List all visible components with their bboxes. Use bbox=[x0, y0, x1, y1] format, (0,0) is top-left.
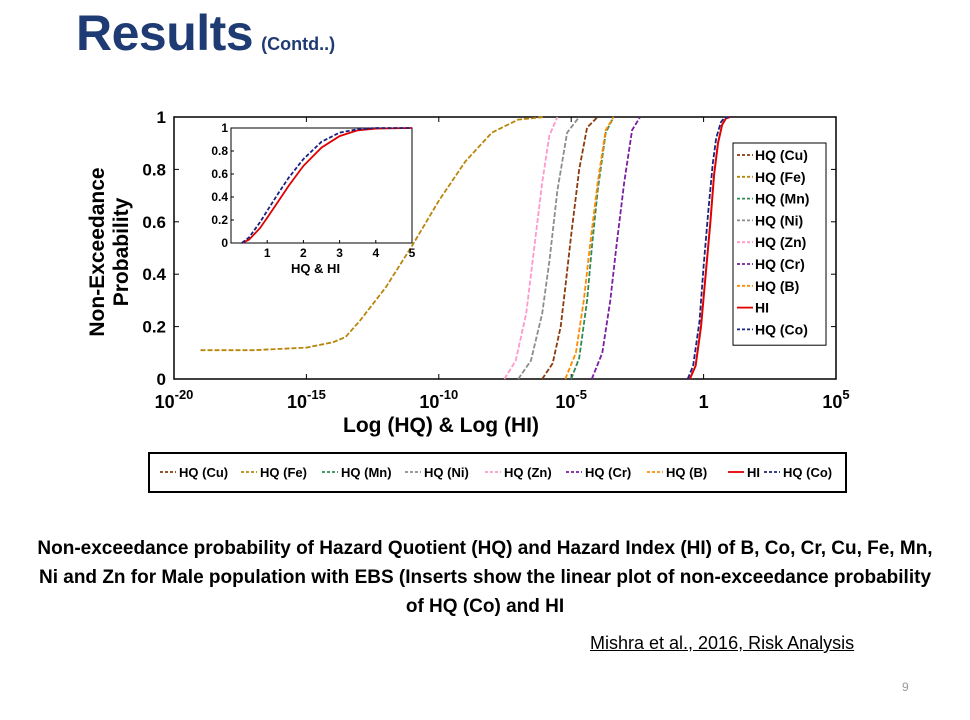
right-legend-label-hq-b: HQ (B) bbox=[755, 278, 799, 294]
bottom-legend-label-hq-b: HQ (B) bbox=[666, 465, 707, 480]
series-line-hq-fe bbox=[200, 116, 545, 352]
y-tick-label: 0 bbox=[157, 370, 166, 389]
bottom-legend-label-hq-cr: HQ (Cr) bbox=[585, 465, 631, 480]
x-tick-label: 10-10 bbox=[419, 387, 458, 412]
citation-link[interactable]: Mishra et al., 2016, Risk Analysis bbox=[590, 633, 855, 653]
bottom-legend-label-hq-fe: HQ (Fe) bbox=[260, 465, 307, 480]
page-number: 9 bbox=[902, 680, 909, 694]
inset-y-tick-label: 0 bbox=[221, 236, 228, 250]
y-axis-label-line1: Non-Exceedance bbox=[86, 167, 109, 336]
inset-x-tick-label: 3 bbox=[336, 246, 343, 260]
inset-y-tick-label: 0.4 bbox=[211, 190, 228, 204]
inset-y-tick-label: 1 bbox=[221, 121, 228, 135]
y-tick-label: 0.2 bbox=[142, 318, 166, 337]
series-line-hq-co bbox=[686, 116, 730, 380]
right-legend-label-hq-zn: HQ (Zn) bbox=[755, 234, 806, 250]
inset-y-tick-label: 0.2 bbox=[211, 213, 228, 227]
right-legend-label-hq-co: HQ (Co) bbox=[755, 321, 808, 337]
y-tick-label: 0.6 bbox=[142, 213, 166, 232]
y-tick-label: 0.4 bbox=[142, 265, 166, 284]
y-tick-label: 1 bbox=[157, 108, 166, 127]
inset-x-axis-label: HQ & HI bbox=[291, 261, 340, 276]
series-line-hq-cu bbox=[541, 116, 599, 380]
x-tick-label: 10-20 bbox=[155, 387, 194, 412]
bottom-legend-box bbox=[148, 452, 847, 493]
inset-x-tick-label: 2 bbox=[300, 246, 307, 260]
x-axis-label: Log (HQ) & Log (HI) bbox=[343, 414, 539, 437]
title-main: Results bbox=[76, 5, 254, 61]
right-legend-label-hq-mn: HQ (Mn) bbox=[755, 191, 809, 207]
series-line-hq-ni bbox=[517, 116, 580, 380]
right-legend-label-hq-cu: HQ (Cu) bbox=[755, 147, 808, 163]
bottom-legend-label-hi: HI bbox=[747, 465, 760, 480]
bottom-legend-label-hq-mn: HQ (Mn) bbox=[341, 465, 392, 480]
x-tick-label: 10-5 bbox=[555, 387, 587, 412]
right-legend-label-hq-cr: HQ (Cr) bbox=[755, 256, 805, 272]
inset-x-tick-label: 4 bbox=[372, 246, 379, 260]
x-tick-label: 10-15 bbox=[287, 387, 326, 412]
bottom-legend-label-hq-zn: HQ (Zn) bbox=[504, 465, 552, 480]
series-line-hq-b bbox=[564, 116, 615, 380]
right-legend-label-hq-ni: HQ (Ni) bbox=[755, 212, 803, 228]
bottom-legend-label-hq-cu: HQ (Cu) bbox=[179, 465, 228, 480]
inset-plot-frame bbox=[230, 127, 413, 244]
inset-y-tick-label: 0.6 bbox=[211, 167, 228, 181]
inset-series-line-hq-co bbox=[241, 127, 412, 244]
series-line-hi bbox=[688, 116, 731, 380]
bottom-legend-label-hq-co: HQ (Co) bbox=[783, 465, 832, 480]
series-line-hq-zn bbox=[503, 116, 559, 380]
inset-x-tick-label: 5 bbox=[409, 246, 416, 260]
slide-title: Results (Contd..) bbox=[76, 4, 335, 62]
y-axis-label-line2: Probability bbox=[110, 197, 133, 306]
x-tick-label: 1 bbox=[699, 392, 709, 412]
inset-y-tick-label: 0.8 bbox=[211, 144, 228, 158]
right-legend-label-hq-fe: HQ (Fe) bbox=[755, 169, 806, 185]
title-suffix: (Contd..) bbox=[261, 34, 336, 54]
bottom-legend-label-hq-ni: HQ (Ni) bbox=[424, 465, 469, 480]
series-line-hq-cr bbox=[590, 116, 641, 380]
right-legend-label-hi: HI bbox=[755, 300, 769, 316]
inset-series-line-hi bbox=[241, 127, 413, 244]
x-tick-label: 105 bbox=[822, 387, 849, 412]
inset-x-tick-label: 1 bbox=[264, 246, 271, 260]
y-tick-label: 0.8 bbox=[142, 160, 166, 179]
figure-caption: Non-exceedance probability of Hazard Quo… bbox=[37, 538, 933, 617]
series-line-hq-mn bbox=[570, 116, 615, 380]
